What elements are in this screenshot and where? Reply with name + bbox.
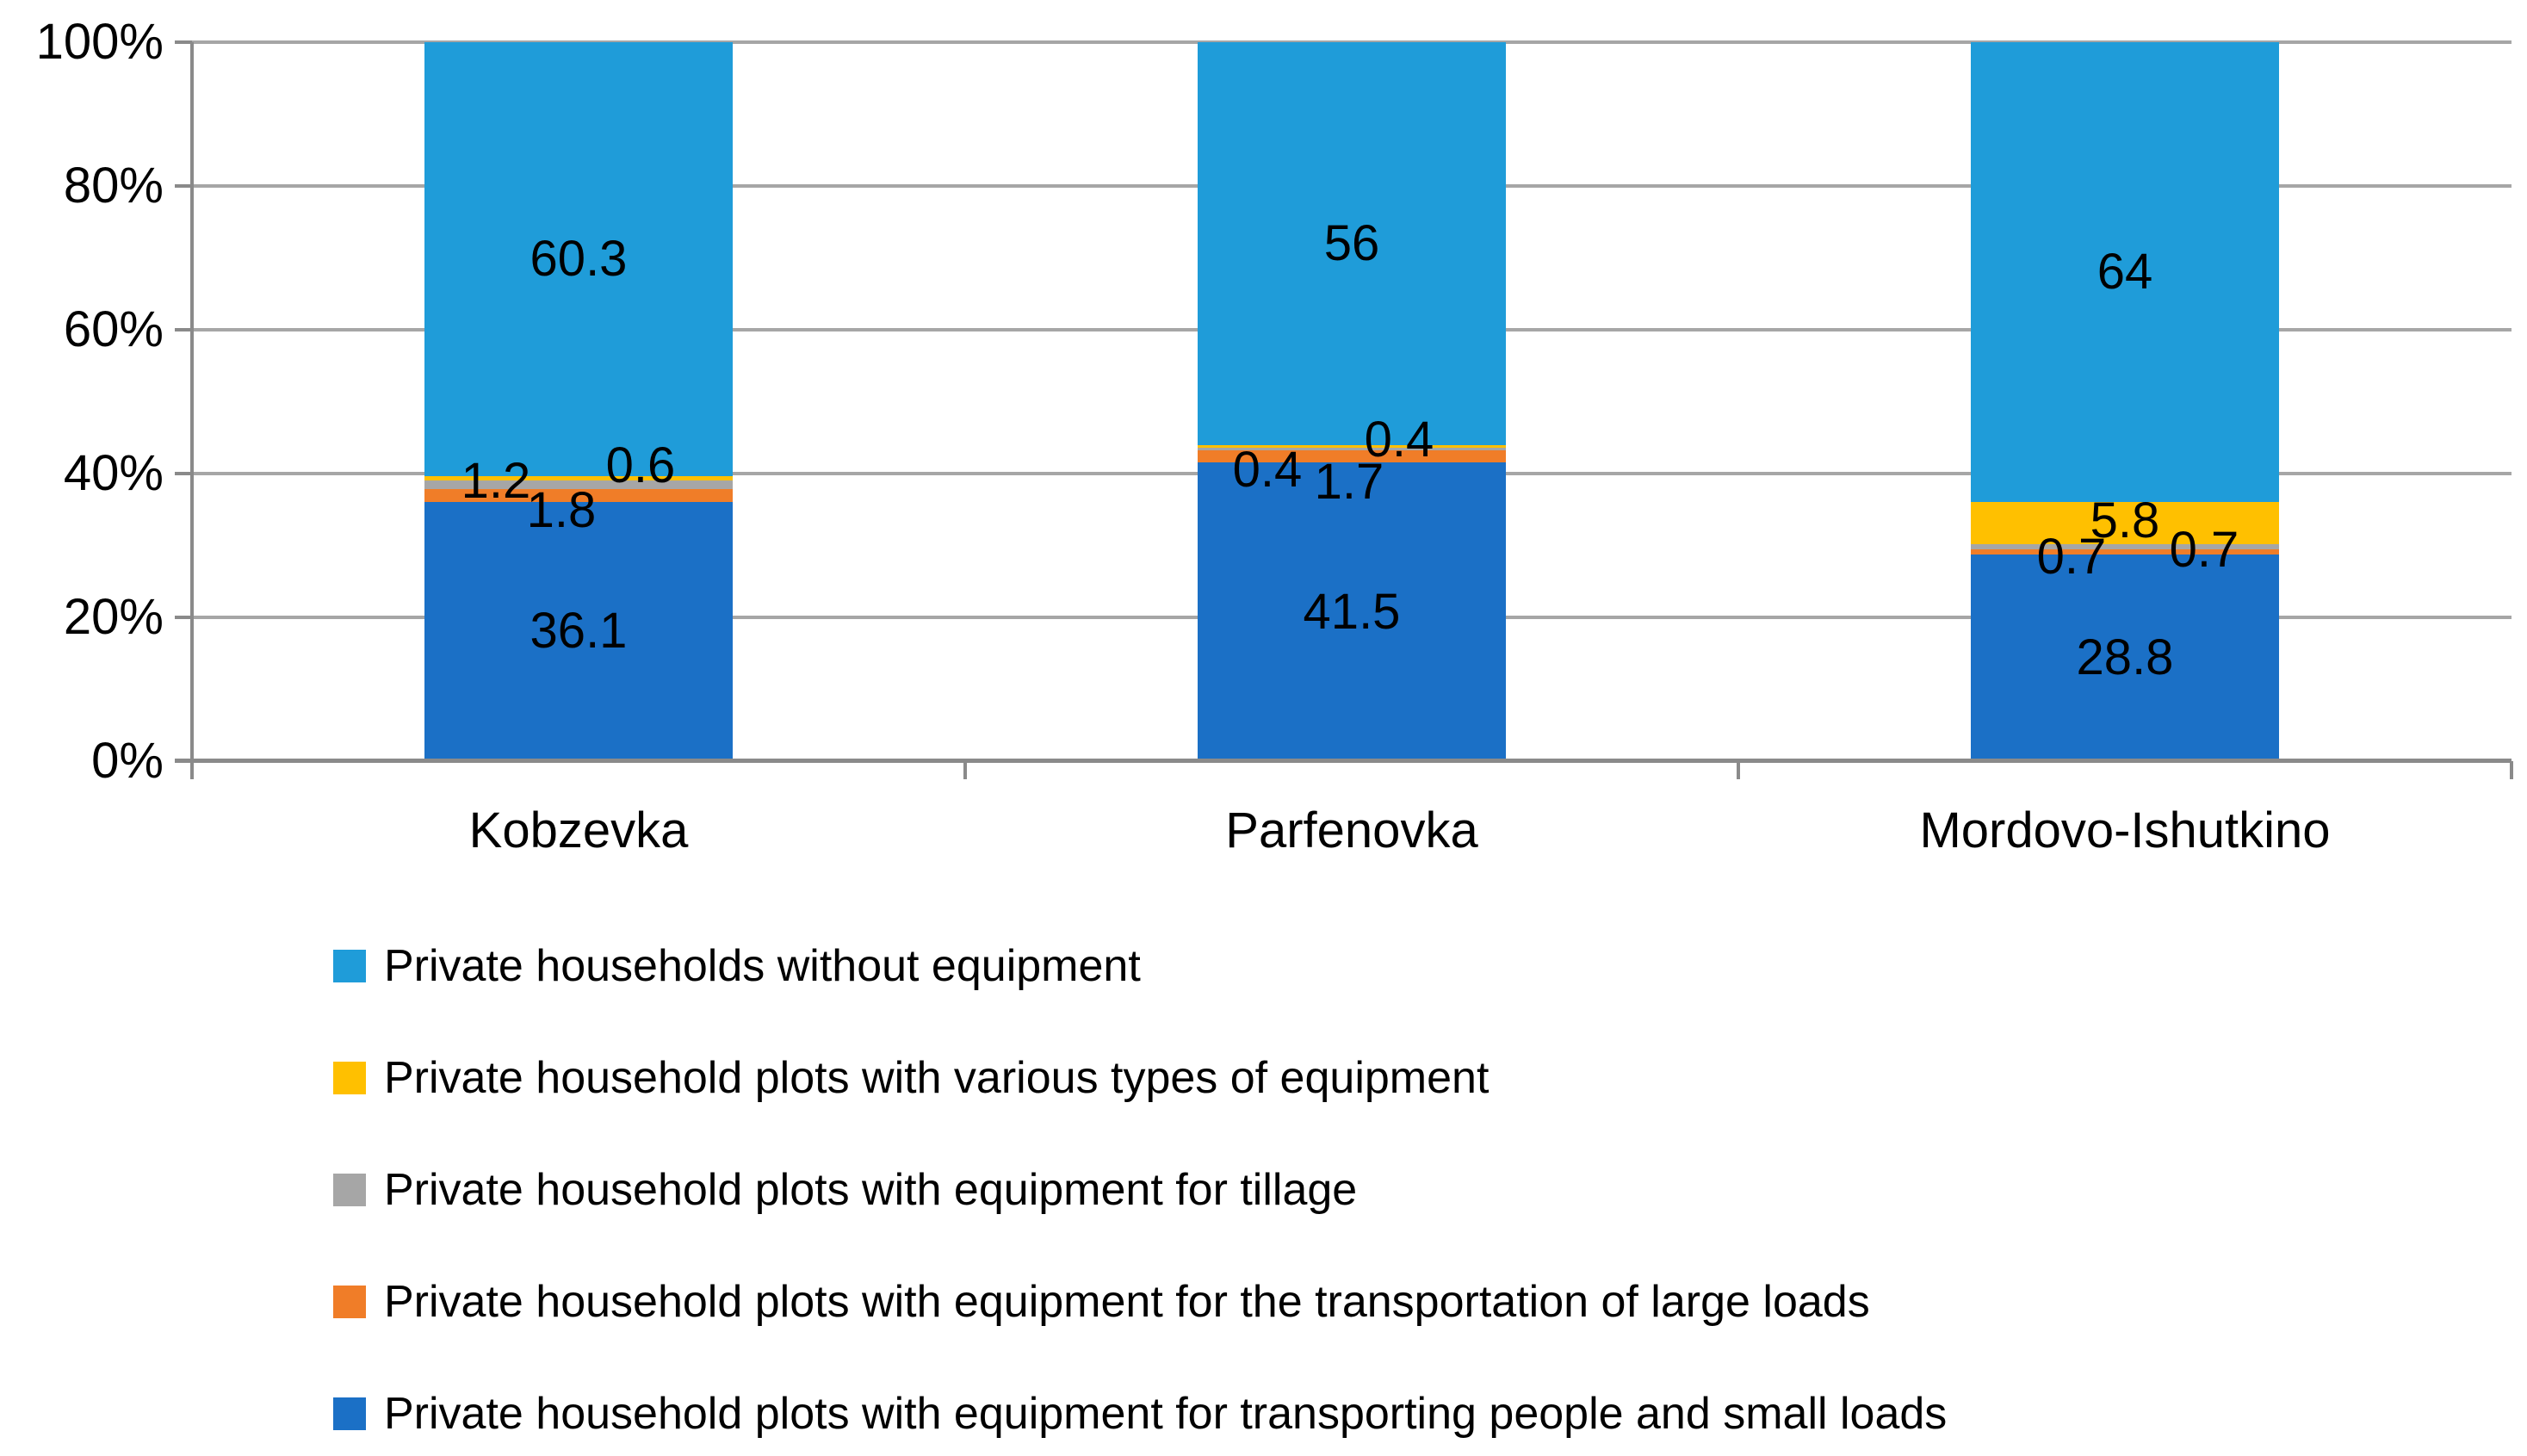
data-label: 56 xyxy=(1323,214,1380,271)
bar-segment xyxy=(1198,462,1506,761)
x-axis-line xyxy=(175,759,2512,763)
legend-swatch xyxy=(333,950,366,982)
data-label: 0.7 xyxy=(2169,521,2239,578)
data-label: 28.8 xyxy=(2076,629,2174,685)
y-axis-tick-label: 0% xyxy=(91,733,164,789)
y-axis-tick xyxy=(175,616,192,619)
legend-label: Private household plots with equipment f… xyxy=(384,1165,1358,1215)
data-label: 64 xyxy=(2097,244,2153,300)
x-axis-tick xyxy=(963,761,967,779)
data-label: 0.6 xyxy=(605,437,676,493)
y-axis-tick xyxy=(175,472,192,475)
legend-swatch xyxy=(333,1397,366,1430)
bar-segment xyxy=(424,501,733,761)
x-axis-category-label: Kobzevka xyxy=(468,802,689,858)
y-axis-tick xyxy=(175,184,192,188)
legend: Private households without equipment Priv… xyxy=(0,913,2527,1456)
data-label: 36.1 xyxy=(530,603,628,660)
bar-segment xyxy=(1198,42,1506,445)
data-label: 0.7 xyxy=(2036,528,2107,585)
bar-segment xyxy=(1971,554,2279,761)
data-label: 1.7 xyxy=(1314,454,1384,511)
data-label: 1.8 xyxy=(526,482,597,539)
bar-segment xyxy=(424,475,733,480)
data-label: 41.5 xyxy=(1303,583,1401,640)
y-axis-tick-label: 80% xyxy=(63,158,164,214)
x-axis-tick xyxy=(1737,761,1740,779)
x-axis-category-label: Mordovo-Ishutkino xyxy=(1919,802,2331,858)
data-label: 1.2 xyxy=(461,452,531,509)
bar-segment xyxy=(1198,450,1506,463)
bar-segment xyxy=(1198,444,1506,448)
bar-segment xyxy=(424,488,733,502)
legend-swatch xyxy=(333,1174,366,1206)
data-label: 0.4 xyxy=(1364,412,1434,468)
y-axis-tick xyxy=(175,40,192,44)
bar-segment xyxy=(1971,502,2279,544)
y-axis-line xyxy=(190,42,194,779)
legend-swatch xyxy=(333,1062,366,1094)
data-label: 60.3 xyxy=(530,230,628,287)
bar-segment xyxy=(424,42,733,476)
plot-area: 0% 20% 40% 60% 80% 100% 36.1 1.8 1.2 0.6 60.3 Kobze… xyxy=(35,14,2513,858)
legend-label: Private household plots with equipment f… xyxy=(384,1389,1948,1439)
x-axis-tick xyxy=(2510,761,2513,779)
x-axis-category-label: Parfenovka xyxy=(1225,802,1478,858)
bar-segment xyxy=(1971,543,2279,549)
legend-label: Private household plots with various typ… xyxy=(384,1053,1490,1103)
data-label: 0.4 xyxy=(1232,441,1303,498)
legend-label: Private household plots with equipment f… xyxy=(384,1277,1870,1327)
y-axis-tick-label: 20% xyxy=(63,589,164,645)
legend-swatch xyxy=(333,1286,366,1318)
bar-segment xyxy=(1971,548,2279,555)
bar-segment xyxy=(1198,447,1506,451)
y-axis-tick-label: 60% xyxy=(63,301,164,357)
bar-segment xyxy=(424,480,733,489)
bar-segment xyxy=(1971,42,2279,503)
legend-label: Private households without equipment xyxy=(384,941,1141,991)
data-label: 5.8 xyxy=(2090,492,2160,548)
y-axis-tick xyxy=(175,328,192,331)
y-axis-tick-label: 40% xyxy=(63,445,164,501)
y-axis-tick-label: 100% xyxy=(35,14,164,70)
